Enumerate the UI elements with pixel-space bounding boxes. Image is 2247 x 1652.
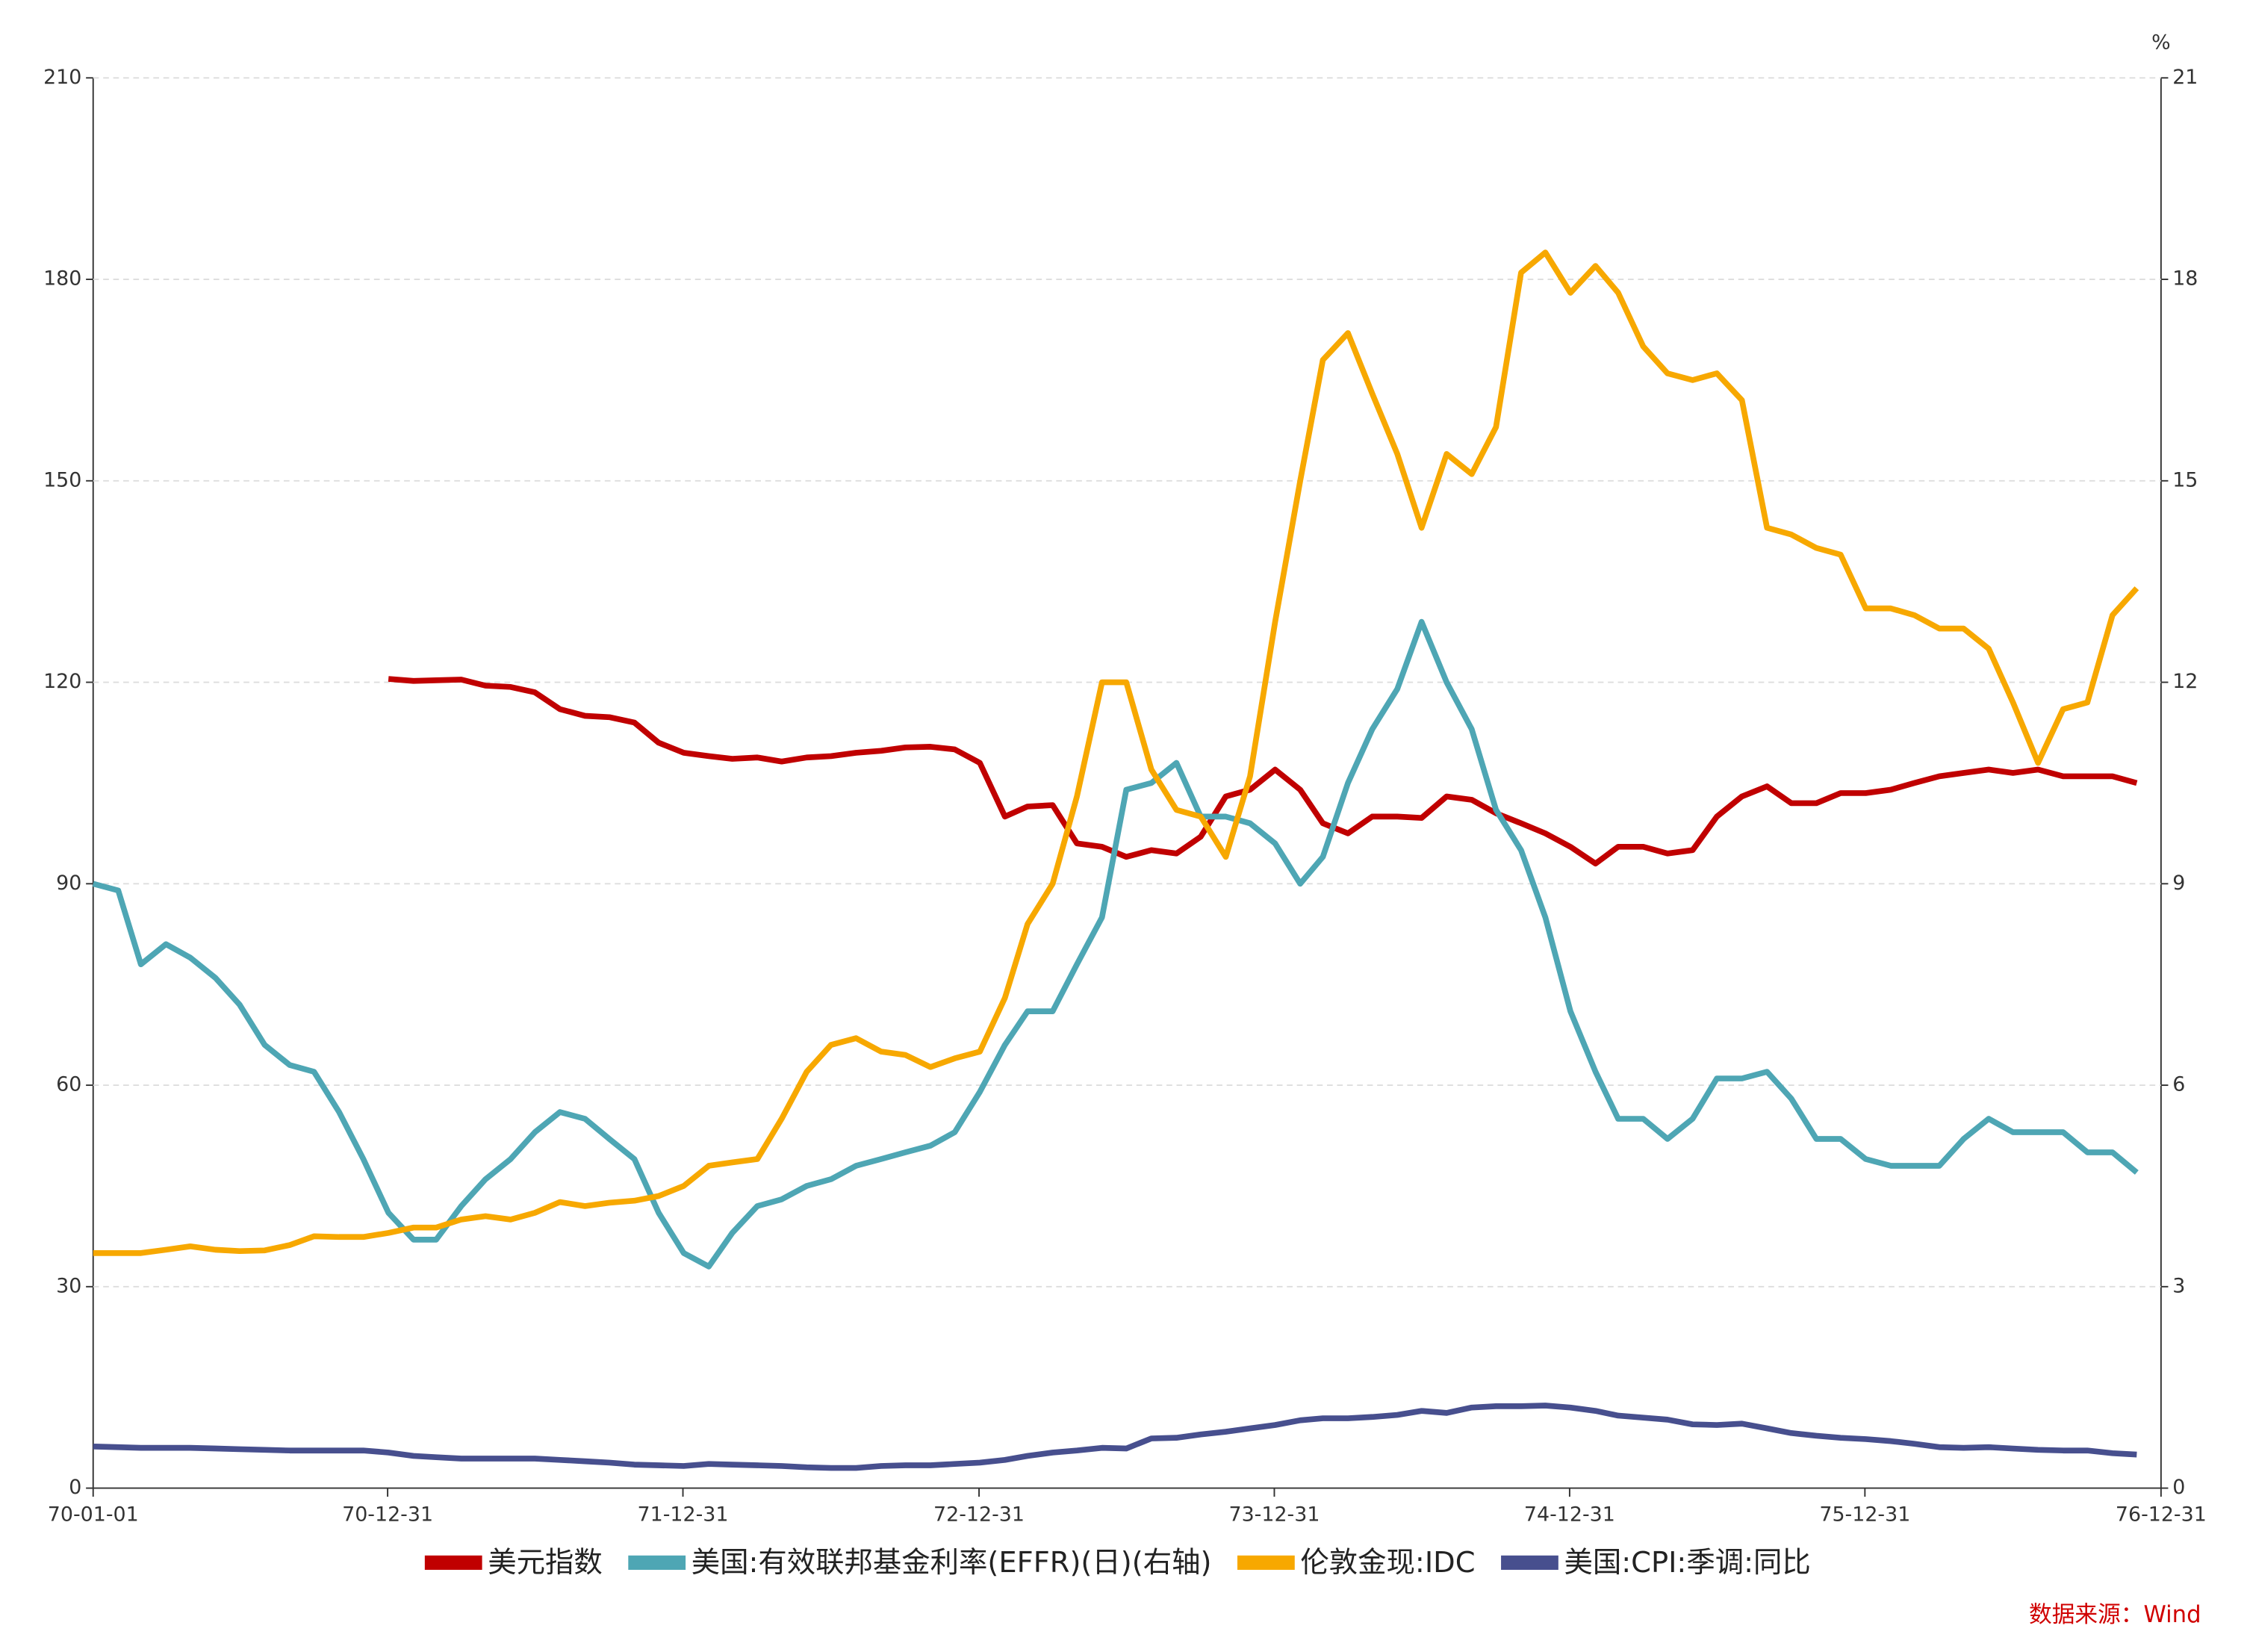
source-note: 数据来源：Wind: [2029, 1602, 2201, 1628]
y-tick-label: 210: [43, 66, 81, 89]
y2-tick-label: 18: [2172, 267, 2198, 291]
legend: 美元指数 美国:有效联邦基金利率(EFFR)(日)(右轴) 伦敦金现:IDC 美国:C…: [424, 1546, 1811, 1580]
line-series: [93, 249, 2139, 1256]
line-series: [388, 676, 2138, 867]
legend-swatch: [1501, 1555, 1558, 1570]
y-tick-label: 120: [43, 670, 81, 693]
y2-tick-label: 3: [2172, 1274, 2185, 1297]
y-tick-label: 90: [56, 872, 81, 895]
legend-label: 美国:有效联邦基金利率(EFFR)(日)(右轴): [691, 1546, 1212, 1580]
y2-tick-label: 21: [2172, 66, 2198, 89]
x-tick-label: 70-12-31: [342, 1503, 433, 1527]
y2-unit: %: [2151, 31, 2171, 55]
legend-swatch: [628, 1555, 686, 1570]
x-tick-label: 74-12-31: [1524, 1503, 1615, 1527]
legend-swatch: [424, 1555, 482, 1570]
x-tick-label: 73-12-31: [1229, 1503, 1320, 1527]
y2-tick-label: 6: [2172, 1073, 2185, 1096]
line-series: [93, 1403, 2137, 1471]
y-tick-label: 180: [43, 267, 81, 291]
y-tick-label: 0: [69, 1476, 81, 1499]
x-tick-label: 75-12-31: [1819, 1503, 1910, 1527]
y2-tick-label: 15: [2172, 468, 2198, 491]
x-tick-label: 71-12-31: [638, 1503, 729, 1527]
legend-swatch: [1237, 1555, 1295, 1570]
y2-tick-label: 0: [2172, 1476, 2185, 1499]
y2-tick-label: 9: [2172, 872, 2185, 895]
legend-label: 伦敦金现:IDC: [1300, 1546, 1475, 1580]
y2-tick-label: 12: [2172, 670, 2198, 693]
y-tick-label: 150: [43, 468, 81, 491]
line-series: [92, 618, 2139, 1270]
y-tick-label: 60: [56, 1073, 81, 1096]
legend-label: 美元指数: [488, 1546, 602, 1580]
x-tick-label: 72-12-31: [933, 1503, 1025, 1527]
legend-label: 美国:CPI:季调:同比: [1564, 1546, 1811, 1580]
x-tick-label: 70-01-01: [48, 1503, 139, 1527]
y-tick-label: 30: [56, 1274, 81, 1297]
x-tick-label: 76-12-31: [2116, 1503, 2207, 1527]
